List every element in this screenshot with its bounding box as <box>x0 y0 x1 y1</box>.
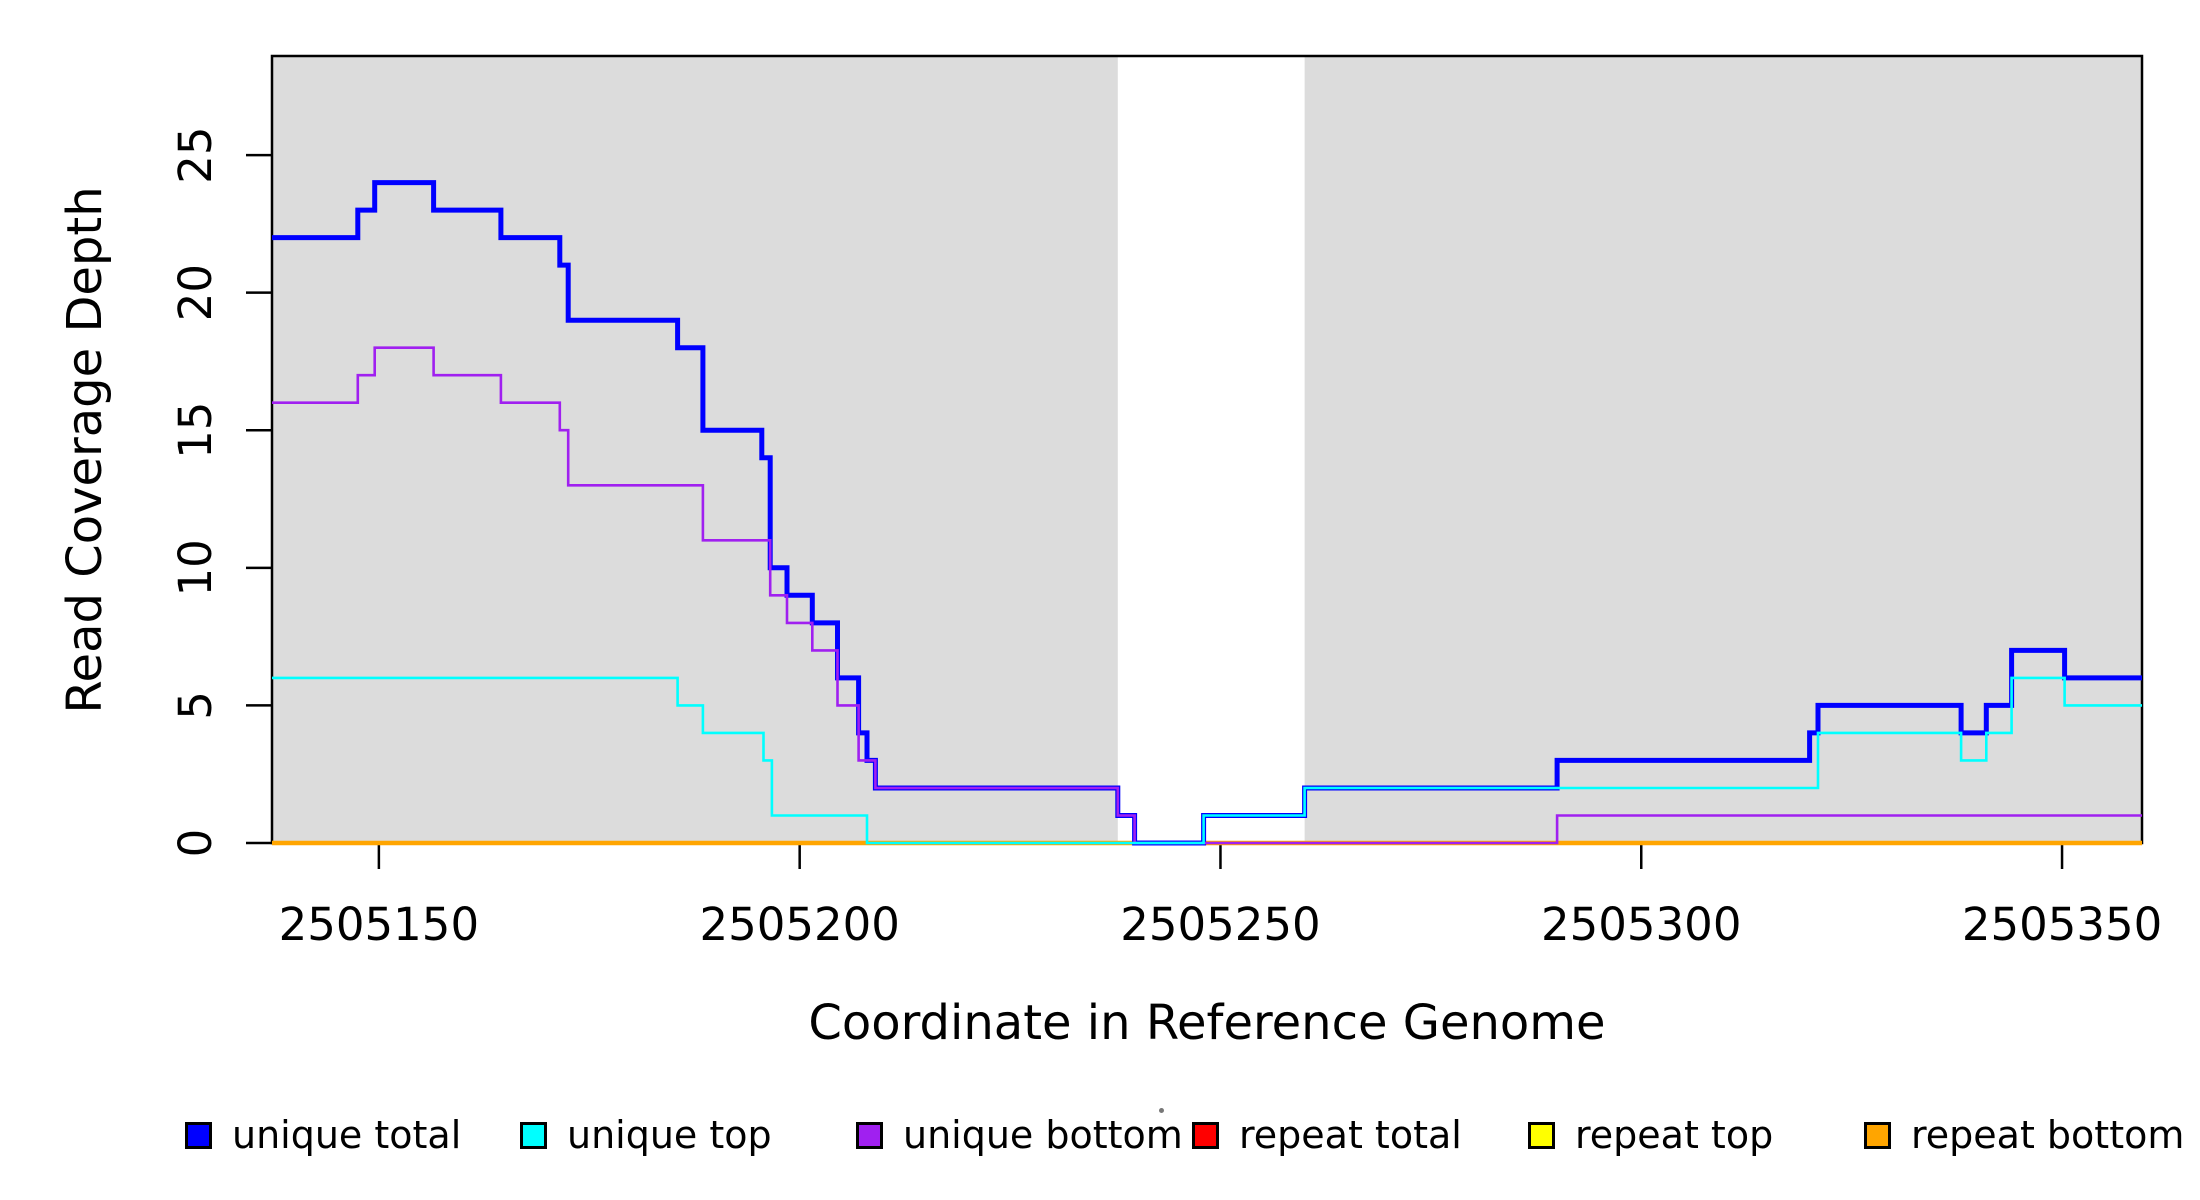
unique-top-swatch-icon <box>520 1121 547 1149</box>
legend-item-unique-bottom: unique bottom <box>856 1112 1183 1158</box>
series-line-unique-bottom <box>272 346 2142 845</box>
y-tick-label: 25 <box>169 126 222 183</box>
x-tick-label: 2505200 <box>699 898 899 951</box>
y-tick-label: 0 <box>169 829 222 858</box>
unique-bottom-swatch-icon <box>856 1121 883 1149</box>
legend-item-repeat-top: repeat top <box>1528 1112 1773 1158</box>
y-tick-label: 5 <box>169 691 222 720</box>
legend-label: unique bottom <box>903 1113 1183 1157</box>
x-tick-label: 2505300 <box>1541 898 1741 951</box>
legend-item-unique-top: unique top <box>520 1112 772 1158</box>
x-tick-label: 2505350 <box>1962 898 2162 951</box>
unique-total-swatch-icon <box>185 1121 212 1149</box>
y-axis-title: Read Coverage Depth <box>57 186 113 714</box>
legend-item-repeat-bottom: repeat bottom <box>1864 1112 2184 1158</box>
repeat-total-swatch-icon <box>1192 1121 1219 1149</box>
legend-label: repeat total <box>1239 1113 1462 1157</box>
series-line-unique-top <box>272 676 2142 845</box>
legend-item-repeat-total: repeat total <box>1192 1112 1462 1158</box>
legend-label: unique total <box>232 1113 462 1157</box>
x-tick-label: 2505150 <box>279 898 479 951</box>
x-tick-label: 2505250 <box>1120 898 1320 951</box>
y-tick-label: 10 <box>169 539 222 596</box>
legend-item-unique-total: unique total <box>185 1112 461 1158</box>
repeat-bottom-swatch-icon <box>1864 1121 1891 1149</box>
stray-dot <box>1159 1108 1164 1113</box>
y-tick-label: 15 <box>169 402 222 459</box>
panel-band <box>1304 56 2142 843</box>
y-tick-label: 20 <box>169 264 222 321</box>
legend-label: repeat top <box>1575 1113 1774 1157</box>
legend-label: unique top <box>567 1113 772 1157</box>
legend-label: repeat bottom <box>1911 1113 2185 1157</box>
panel-band <box>272 56 1118 843</box>
x-axis-title: Coordinate in Reference Genome <box>808 995 1606 1051</box>
repeat-top-swatch-icon <box>1528 1121 1555 1149</box>
